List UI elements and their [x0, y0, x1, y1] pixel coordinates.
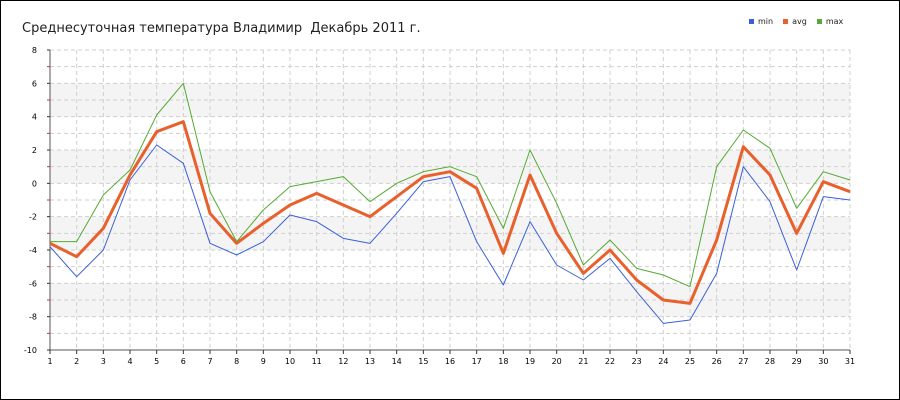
- series-line-min: [49, 144, 851, 324]
- legend-item-min: min: [749, 17, 773, 26]
- x-tick-label: 8: [234, 357, 239, 366]
- x-tick-label: 28: [765, 357, 775, 366]
- x-tick-label: 21: [578, 357, 588, 366]
- x-tick-label: 6: [181, 357, 186, 366]
- legend-item-max: max: [816, 17, 844, 26]
- x-tick-label: 7: [207, 357, 212, 366]
- x-tick-label: 2: [74, 357, 79, 366]
- x-tick-label: 11: [312, 357, 322, 366]
- y-tick-label: 0: [32, 179, 37, 188]
- x-tick-label: 14: [392, 357, 402, 366]
- y-tick-label: 2: [32, 146, 37, 155]
- y-tick-label: 8: [32, 46, 37, 55]
- series-line-avg: [49, 120, 851, 305]
- x-tick-label: 30: [818, 357, 828, 366]
- legend-swatch-min: [749, 19, 754, 24]
- legend-label-max: max: [825, 17, 844, 26]
- y-tick-label: -4: [29, 246, 37, 255]
- x-tick-label: 1: [47, 357, 52, 366]
- y-tick-label: -6: [29, 279, 37, 288]
- x-tick-label: 20: [552, 357, 562, 366]
- x-tick-label: 9: [261, 357, 266, 366]
- x-tick-label: 29: [792, 357, 802, 366]
- x-tick-label: 13: [365, 357, 375, 366]
- legend-item-avg: avg: [783, 17, 807, 26]
- x-tick-label: 10: [285, 357, 295, 366]
- x-tick-label: 31: [845, 357, 855, 366]
- legend-swatch-max: [816, 19, 822, 24]
- x-tick-label: 4: [127, 357, 132, 366]
- x-tick-label: 17: [472, 357, 482, 366]
- y-tick-label: 4: [32, 113, 37, 122]
- x-tick-label: 27: [738, 357, 748, 366]
- x-tick-label: 16: [445, 357, 455, 366]
- legend-label-min: min: [758, 17, 774, 26]
- x-tick-label: 24: [658, 357, 668, 366]
- x-tick-label: 25: [685, 357, 695, 366]
- legend: min avg max: [749, 17, 843, 26]
- legend-label-avg: avg: [792, 17, 807, 26]
- x-tick-label: 5: [154, 357, 159, 366]
- legend-swatch-avg: [783, 19, 789, 24]
- x-tick-label: 22: [605, 357, 615, 366]
- y-tick-label: -2: [29, 213, 37, 222]
- x-tick-label: 18: [498, 357, 508, 366]
- x-tick-label: 19: [525, 357, 535, 366]
- chart-title: Среднесуточная температура Владимир Дека…: [22, 21, 421, 36]
- x-tick-label: 12: [338, 357, 348, 366]
- y-tick-label: -8: [29, 313, 37, 322]
- series-line-max: [50, 82, 851, 288]
- x-tick-label: 15: [418, 357, 428, 366]
- y-tick-label: 6: [32, 79, 37, 88]
- x-tick-label: 23: [632, 357, 642, 366]
- y-tick-label: -10: [24, 346, 37, 355]
- x-tick-label: 3: [101, 357, 106, 366]
- x-tick-label: 26: [712, 357, 722, 366]
